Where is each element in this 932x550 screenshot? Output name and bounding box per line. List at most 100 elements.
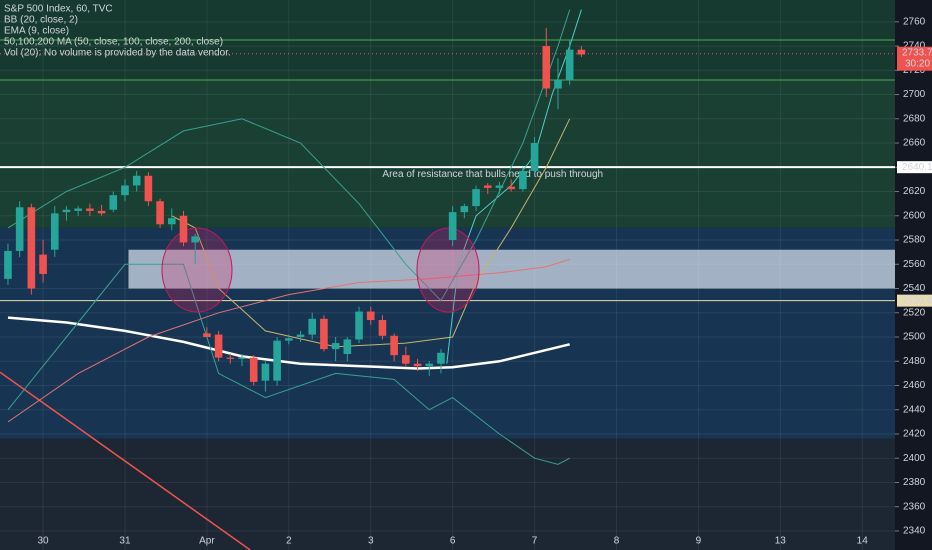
legend-line: BB (20, close, 2) bbox=[4, 15, 78, 26]
indicator-line bbox=[7, 263, 570, 465]
x-tick-label: 31 bbox=[119, 536, 131, 547]
candle-body bbox=[554, 80, 562, 89]
candle-body bbox=[577, 49, 586, 55]
candle-body bbox=[437, 352, 445, 364]
candle-body bbox=[50, 213, 59, 250]
candle-body bbox=[343, 339, 352, 354]
candle-body bbox=[308, 318, 317, 335]
candle-body bbox=[402, 355, 410, 364]
indicator-line bbox=[7, 316, 570, 370]
candle-body bbox=[460, 206, 469, 213]
x-tick-label: Apr bbox=[199, 536, 215, 547]
indicator-line bbox=[171, 118, 571, 348]
candle-body bbox=[413, 363, 422, 367]
zones bbox=[0, 0, 895, 550]
zone bbox=[0, 80, 895, 228]
level-label: 2640.1 bbox=[902, 162, 932, 173]
candle-body bbox=[179, 215, 188, 243]
candle-body bbox=[565, 49, 574, 81]
y-tick-label: 2560 bbox=[903, 259, 926, 270]
indicator-line bbox=[0, 371, 251, 550]
annotation: Area of resistance that bulls need to pu… bbox=[382, 169, 603, 180]
x-tick-label: 7 bbox=[532, 536, 538, 547]
chart-title: S&P 500 Index, 60, TVC bbox=[4, 4, 113, 15]
x-tick-label: 13 bbox=[775, 536, 787, 547]
y-tick-label: 2500 bbox=[903, 332, 926, 343]
highlight-circle bbox=[161, 227, 233, 313]
candle-body bbox=[519, 170, 527, 190]
x-tick-label: 2 bbox=[286, 536, 292, 547]
y-tick-label: 2360 bbox=[903, 501, 926, 512]
candle-body bbox=[203, 333, 211, 338]
indicator-line bbox=[7, 9, 571, 302]
y-tick-label: 2380 bbox=[903, 477, 926, 488]
x-tick-label: 6 bbox=[450, 536, 456, 547]
y-tick-label: 2660 bbox=[903, 138, 926, 149]
candle-body bbox=[167, 218, 176, 225]
overlays: Area of resistance that bulls need to pu… bbox=[0, 9, 895, 550]
candle-body bbox=[214, 334, 223, 358]
candle-body bbox=[238, 357, 246, 359]
candle-body bbox=[483, 185, 492, 188]
candle-body bbox=[156, 201, 164, 225]
candle-body bbox=[86, 208, 94, 211]
candle-body bbox=[62, 209, 71, 213]
candle-body bbox=[296, 334, 305, 338]
y-tick-label: 2440 bbox=[903, 404, 926, 415]
candle-body bbox=[331, 343, 340, 350]
y-tick-label: 2700 bbox=[903, 89, 926, 100]
countdown: 30:20 bbox=[905, 58, 930, 69]
candle-body bbox=[355, 311, 363, 340]
price-axis: 2340 2360 2380 2400 2420 2440 2460 2480 2500 2520… bbox=[895, 0, 932, 550]
x-tick-label: 9 bbox=[696, 536, 702, 547]
candle-body bbox=[542, 46, 551, 89]
indicator-line bbox=[7, 258, 570, 423]
zone bbox=[0, 438, 895, 550]
candle-body bbox=[448, 212, 457, 241]
candle-body bbox=[390, 335, 398, 356]
candle-body bbox=[530, 143, 539, 171]
y-tick-label: 2340 bbox=[903, 526, 926, 537]
y-tick-label: 2580 bbox=[903, 235, 926, 246]
legend-line: Vol (20): No volume is provided by the d… bbox=[4, 48, 231, 59]
candle-body bbox=[15, 207, 24, 251]
x-tick-label: 14 bbox=[857, 536, 869, 547]
y-tick-label: 2600 bbox=[903, 210, 926, 221]
y-tick-label: 2540 bbox=[903, 283, 926, 294]
candle-body bbox=[74, 208, 82, 211]
y-tick-label: 2760 bbox=[903, 16, 926, 27]
candle-body bbox=[378, 320, 387, 336]
box bbox=[128, 249, 895, 289]
candle-body bbox=[27, 207, 36, 289]
price-axis-bg bbox=[895, 0, 932, 550]
x-tick-label: 30 bbox=[38, 536, 50, 547]
level-tag bbox=[897, 161, 932, 174]
candle-body bbox=[249, 357, 258, 382]
y-tick-label: 2400 bbox=[903, 453, 926, 464]
candle-body bbox=[97, 210, 106, 214]
candle-body bbox=[320, 318, 328, 350]
legend-line: EMA (9, close) bbox=[4, 26, 69, 37]
candle-body bbox=[472, 189, 480, 207]
candle-body bbox=[191, 236, 199, 243]
last-price-tag bbox=[897, 46, 932, 71]
x-tick-label: 3 bbox=[368, 536, 374, 547]
candle-body bbox=[4, 250, 12, 279]
y-tick-label: 2460 bbox=[903, 380, 926, 391]
y-tick-label: 2740 bbox=[903, 41, 926, 52]
candles bbox=[4, 27, 586, 392]
candle-body bbox=[39, 254, 47, 274]
candle-body bbox=[425, 363, 434, 367]
x-tick-label: 8 bbox=[614, 536, 620, 547]
y-tick-label: 2680 bbox=[903, 113, 926, 124]
level-tag bbox=[897, 294, 932, 307]
y-tick-label: 2620 bbox=[903, 186, 926, 197]
candle-body bbox=[132, 175, 141, 186]
last-price-label: 2733.7 bbox=[902, 47, 932, 58]
candle-body bbox=[285, 338, 293, 341]
candle-body bbox=[273, 340, 281, 381]
candle-body bbox=[144, 175, 153, 202]
legend-line: 50,100,200 MA (50, close, 100, close, 20… bbox=[4, 37, 223, 48]
level-label: 2530.0 bbox=[902, 295, 932, 306]
